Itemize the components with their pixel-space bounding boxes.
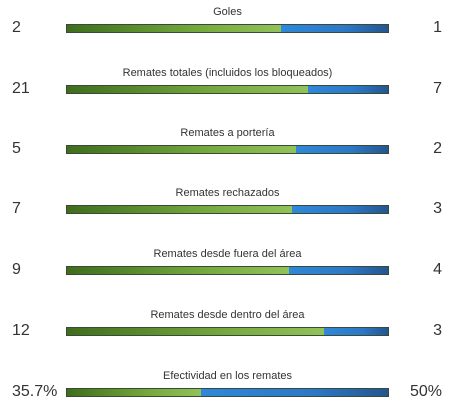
away-bar-segment <box>200 389 388 396</box>
home-bar-segment <box>67 86 308 93</box>
away-value: 2 <box>433 140 442 157</box>
away-value: 50% <box>409 383 442 400</box>
stat-label: Remates desde fuera del área <box>153 248 302 260</box>
home-value: 2 <box>12 19 21 36</box>
away-bar-segment <box>291 206 388 213</box>
home-bar-segment <box>67 328 324 335</box>
home-value: 7 <box>12 200 21 217</box>
comparison-bar <box>66 266 389 275</box>
stat-row-shots-on-target: Remates a portería 5 2 <box>0 126 458 174</box>
home-bar-segment <box>67 25 282 32</box>
home-value: 35.7% <box>12 383 58 400</box>
stat-label: Goles <box>213 6 242 18</box>
away-bar-segment <box>307 86 388 93</box>
comparison-bar <box>66 205 389 214</box>
home-bar-segment <box>67 389 201 396</box>
comparison-bar <box>66 145 389 154</box>
away-bar-segment <box>281 25 388 32</box>
away-bar-segment <box>296 146 388 153</box>
stat-row-shots-outside-box: Remates desde fuera del área 9 4 <box>0 247 458 295</box>
away-bar-segment <box>289 267 388 274</box>
home-value: 21 <box>12 80 30 97</box>
away-value: 1 <box>433 19 442 36</box>
stat-row-shots-inside-box: Remates desde dentro del área 12 3 <box>0 308 458 356</box>
home-bar-segment <box>67 206 292 213</box>
away-value: 7 <box>433 80 442 97</box>
home-value: 12 <box>12 322 30 339</box>
comparison-bar <box>66 388 389 397</box>
stat-label: Remates totales (incluidos los bloqueado… <box>122 67 333 79</box>
home-value: 9 <box>12 261 21 278</box>
comparison-bar <box>66 327 389 336</box>
stat-row-shot-efficiency: Efectividad en los remates 35.7% 50% <box>0 369 458 417</box>
away-value: 3 <box>433 322 442 339</box>
away-value: 4 <box>433 261 442 278</box>
comparison-bar <box>66 24 389 33</box>
away-bar-segment <box>323 328 388 335</box>
stat-label: Remates rechazados <box>175 187 280 199</box>
stat-label: Remates a portería <box>180 127 275 139</box>
stat-label: Remates desde dentro del área <box>150 309 305 321</box>
stat-label: Efectividad en los remates <box>162 370 292 382</box>
home-bar-segment <box>67 146 297 153</box>
home-bar-segment <box>67 267 290 274</box>
home-value: 5 <box>12 140 21 157</box>
stat-row-goals: Goles 2 1 <box>0 5 458 53</box>
stat-row-blocked-shots: Remates rechazados 7 3 <box>0 186 458 234</box>
stat-row-total-shots: Remates totales (incluidos los bloqueado… <box>0 66 458 114</box>
away-value: 3 <box>433 200 442 217</box>
comparison-bar <box>66 85 389 94</box>
